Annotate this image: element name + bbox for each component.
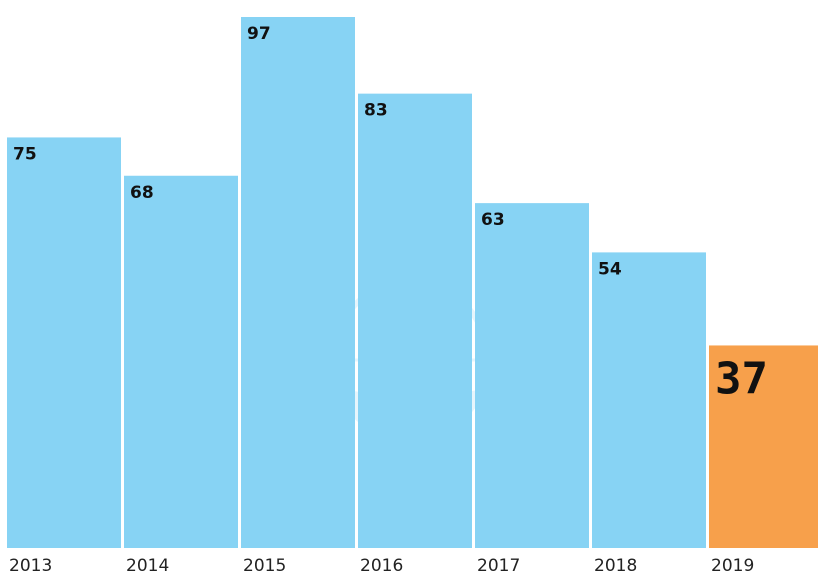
bar-2017 — [475, 203, 589, 548]
x-tick-2015: 2015 — [243, 556, 286, 573]
x-tick-2014: 2014 — [126, 556, 169, 573]
bar-2018 — [592, 252, 706, 548]
value-label-2013: 75 — [13, 144, 37, 164]
bar-2013 — [7, 137, 121, 548]
bar-2019 — [709, 345, 818, 548]
bar-2014 — [124, 175, 238, 549]
x-tick-2013: 2013 — [9, 556, 52, 573]
bars-group — [7, 17, 818, 549]
value-label-2018: 54 — [598, 259, 622, 279]
x-axis-ticks-group: 2013 2014 2015 2016 2017 2018 2019 — [9, 556, 754, 573]
x-tick-2019: 2019 — [711, 556, 754, 573]
bar-2016 — [358, 93, 472, 549]
x-tick-2018: 2018 — [594, 556, 637, 573]
value-label-2014: 68 — [130, 183, 154, 203]
value-label-2017: 63 — [481, 210, 505, 230]
value-label-2019: 37 — [715, 353, 768, 404]
value-labels-group: 75 68 97 83 63 54 37 — [13, 24, 768, 404]
x-tick-2017: 2017 — [477, 556, 520, 573]
value-label-2016: 83 — [364, 101, 388, 121]
bar-2015 — [241, 17, 355, 548]
value-label-2015: 97 — [247, 24, 271, 44]
x-tick-2016: 2016 — [360, 556, 403, 573]
